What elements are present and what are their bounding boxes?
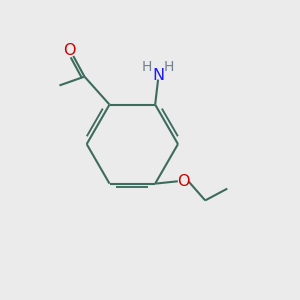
Text: N: N [152,68,164,82]
Text: O: O [64,43,76,58]
Text: H: H [164,60,175,74]
Text: H: H [142,60,152,74]
Text: O: O [177,174,189,189]
